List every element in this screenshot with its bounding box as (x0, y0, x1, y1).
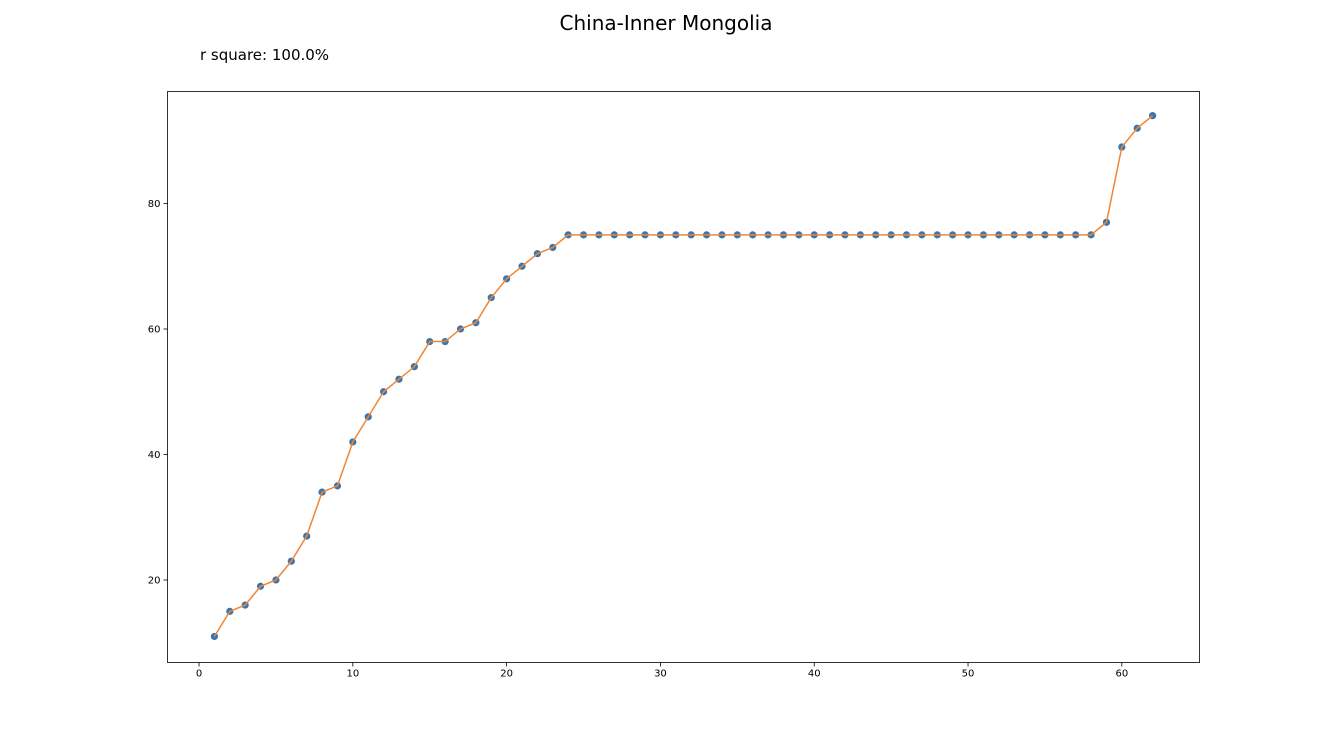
series-line (213, 115, 1154, 637)
y-tick-label: 80 (148, 199, 161, 210)
x-tick-label: 30 (654, 669, 667, 680)
x-tick-label: 10 (346, 669, 359, 680)
chart-title: China-Inner Mongolia (560, 11, 773, 35)
x-tick-label: 50 (962, 669, 975, 680)
x-tick-label: 0 (196, 669, 202, 680)
plot-area: 0 10 20 30 40 50 60 20 40 60 80 (148, 91, 1200, 680)
y-tick-label: 60 (148, 324, 161, 335)
data-point (210, 632, 219, 641)
plot-frame (167, 91, 1200, 663)
y-tick-label: 20 (148, 575, 161, 586)
y-tick-label: 40 (148, 450, 161, 461)
x-tick-label: 60 (1115, 669, 1128, 680)
x-tick-label: 20 (500, 669, 513, 680)
x-tick-label: 40 (808, 669, 821, 680)
r-square-annotation: r square: 100.0% (200, 46, 329, 64)
